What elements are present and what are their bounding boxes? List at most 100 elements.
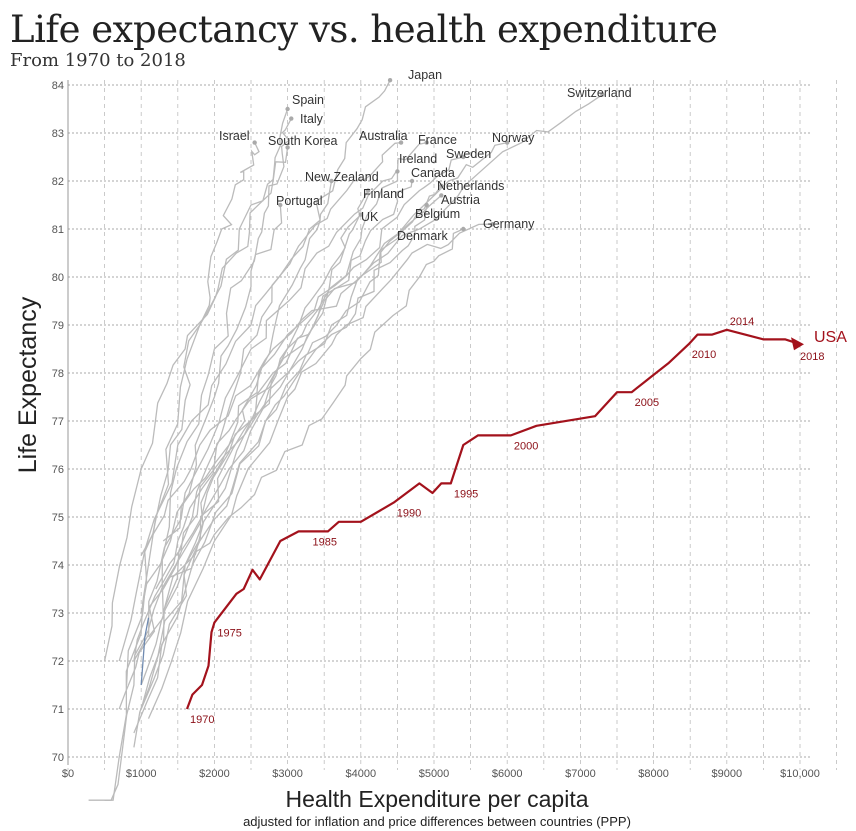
y-axis-ticks: 70 71 72 73 74 75 76 77 78 79 80 81 82 83 84 [52, 80, 64, 764]
series-line-belgium [140, 204, 428, 710]
x-tick-label: $0 [62, 768, 74, 780]
country-label: New Zealand [305, 170, 379, 184]
y-tick-label: 77 [52, 416, 64, 428]
country-label: Spain [292, 93, 324, 107]
series-line-canada [147, 180, 413, 638]
country-label: Portugal [276, 194, 323, 208]
series-end-marker [395, 169, 400, 174]
series-end-marker [461, 226, 466, 232]
series-end-marker [252, 140, 257, 145]
series-line-norway [140, 141, 508, 556]
series-line-austria [133, 194, 442, 734]
y-axis-label: Life Expectancy [14, 296, 42, 473]
minor-series-line [140, 617, 150, 686]
series-end-marker [285, 145, 290, 150]
y-tick-label: 78 [52, 368, 64, 380]
country-label: Finland [363, 187, 404, 201]
y-tick-label: 74 [52, 560, 64, 572]
year-label: 1970 [190, 714, 214, 726]
x-tick-label: $5000 [419, 768, 450, 780]
country-label: Canada [411, 166, 455, 180]
country-label: Belgium [415, 207, 460, 221]
series-line-sweden [162, 156, 464, 542]
x-tick-label: $1000 [126, 768, 157, 780]
x-tick-label: $7000 [565, 768, 596, 780]
series-end-marker [358, 212, 363, 217]
series-end-marker [289, 116, 294, 121]
series-end-marker [365, 188, 371, 193]
series-line-netherlands [155, 185, 442, 590]
country-label: South Korea [268, 134, 338, 148]
x-tick-label: $4000 [346, 768, 377, 780]
series-line-switzerland [162, 94, 603, 614]
year-label: 2005 [635, 397, 659, 409]
y-tick-label: 72 [52, 656, 64, 668]
series-end-marker [278, 202, 283, 208]
series-end-marker [439, 183, 444, 188]
series-end-marker [409, 178, 415, 184]
y-tick-label: 79 [52, 320, 64, 332]
usa-series: USA 1970 1975 1985 1990 1995 2000 2005 2010 2014 2… [185, 316, 847, 726]
country-label: France [418, 133, 457, 147]
country-label: Netherlands [437, 179, 504, 193]
country-label: Sweden [446, 147, 491, 161]
series-end-marker [285, 106, 290, 112]
y-tick-label: 70 [52, 752, 64, 764]
country-label: Denmark [397, 229, 448, 243]
chart-title: Life expectancy vs. health expenditure [10, 8, 718, 51]
chart-subtitle: From 1970 to 2018 [10, 50, 186, 71]
y-tick-label: 73 [52, 608, 64, 620]
series-end-marker [505, 140, 510, 145]
x-tick-label: $2000 [199, 768, 230, 780]
series-line-italy [125, 118, 292, 686]
year-label: 1995 [454, 488, 478, 500]
country-label: Germany [483, 217, 535, 231]
country-label: Israel [219, 129, 250, 143]
x-tick-label: $3000 [272, 768, 303, 780]
country-label: Switzerland [567, 86, 632, 100]
series-end-marker [387, 78, 393, 83]
year-label: 1975 [217, 628, 241, 640]
series-line-denmark [162, 228, 464, 590]
year-label: 2014 [730, 316, 754, 328]
country-label: Austria [441, 193, 480, 207]
series-line-south-korea [88, 147, 289, 801]
country-labels: Japan Switzerland Spain Italy Israel South Ko… [219, 68, 632, 243]
y-tick-label: 75 [52, 512, 64, 524]
series-line-germany [147, 223, 493, 719]
series-end-marker [461, 154, 466, 160]
series-end-marker [424, 140, 429, 145]
series-end-marker [600, 92, 605, 97]
year-label: 2010 [692, 349, 716, 361]
y-tick-label: 80 [52, 272, 64, 284]
series-end-marker [424, 202, 429, 208]
country-label: UK [361, 210, 379, 224]
series-end-marker [329, 178, 334, 184]
series-line-france [133, 141, 427, 662]
country-label: Norway [492, 131, 535, 145]
x-axis-note: adjusted for inflation and price differe… [243, 814, 631, 829]
x-tick-label: $9000 [712, 768, 743, 780]
y-tick-label: 82 [52, 176, 64, 188]
year-label: 2018 [800, 351, 824, 363]
x-tick-label: $8000 [638, 768, 669, 780]
series-end-marker [490, 222, 495, 227]
country-label: Ireland [399, 152, 437, 166]
year-label: 1985 [313, 536, 337, 548]
country-label: Italy [300, 112, 324, 126]
x-tick-label: $6000 [492, 768, 523, 780]
country-label: Australia [359, 129, 408, 143]
y-tick-label: 84 [52, 80, 64, 92]
y-tick-label: 76 [52, 464, 64, 476]
series-line-israel [140, 142, 260, 614]
series-line-ireland [118, 171, 399, 710]
year-label: 1990 [397, 508, 421, 520]
year-label: 2000 [514, 440, 538, 452]
x-axis-ticks: $0 $1000 $2000 $3000 $4000 $5000 $6000 $7000 $80… [62, 768, 820, 780]
series-line-portugal [104, 204, 283, 801]
usa-label: USA [814, 329, 847, 346]
country-series [88, 78, 605, 801]
series-end-marker [398, 140, 404, 145]
country-label: Japan [408, 68, 442, 82]
